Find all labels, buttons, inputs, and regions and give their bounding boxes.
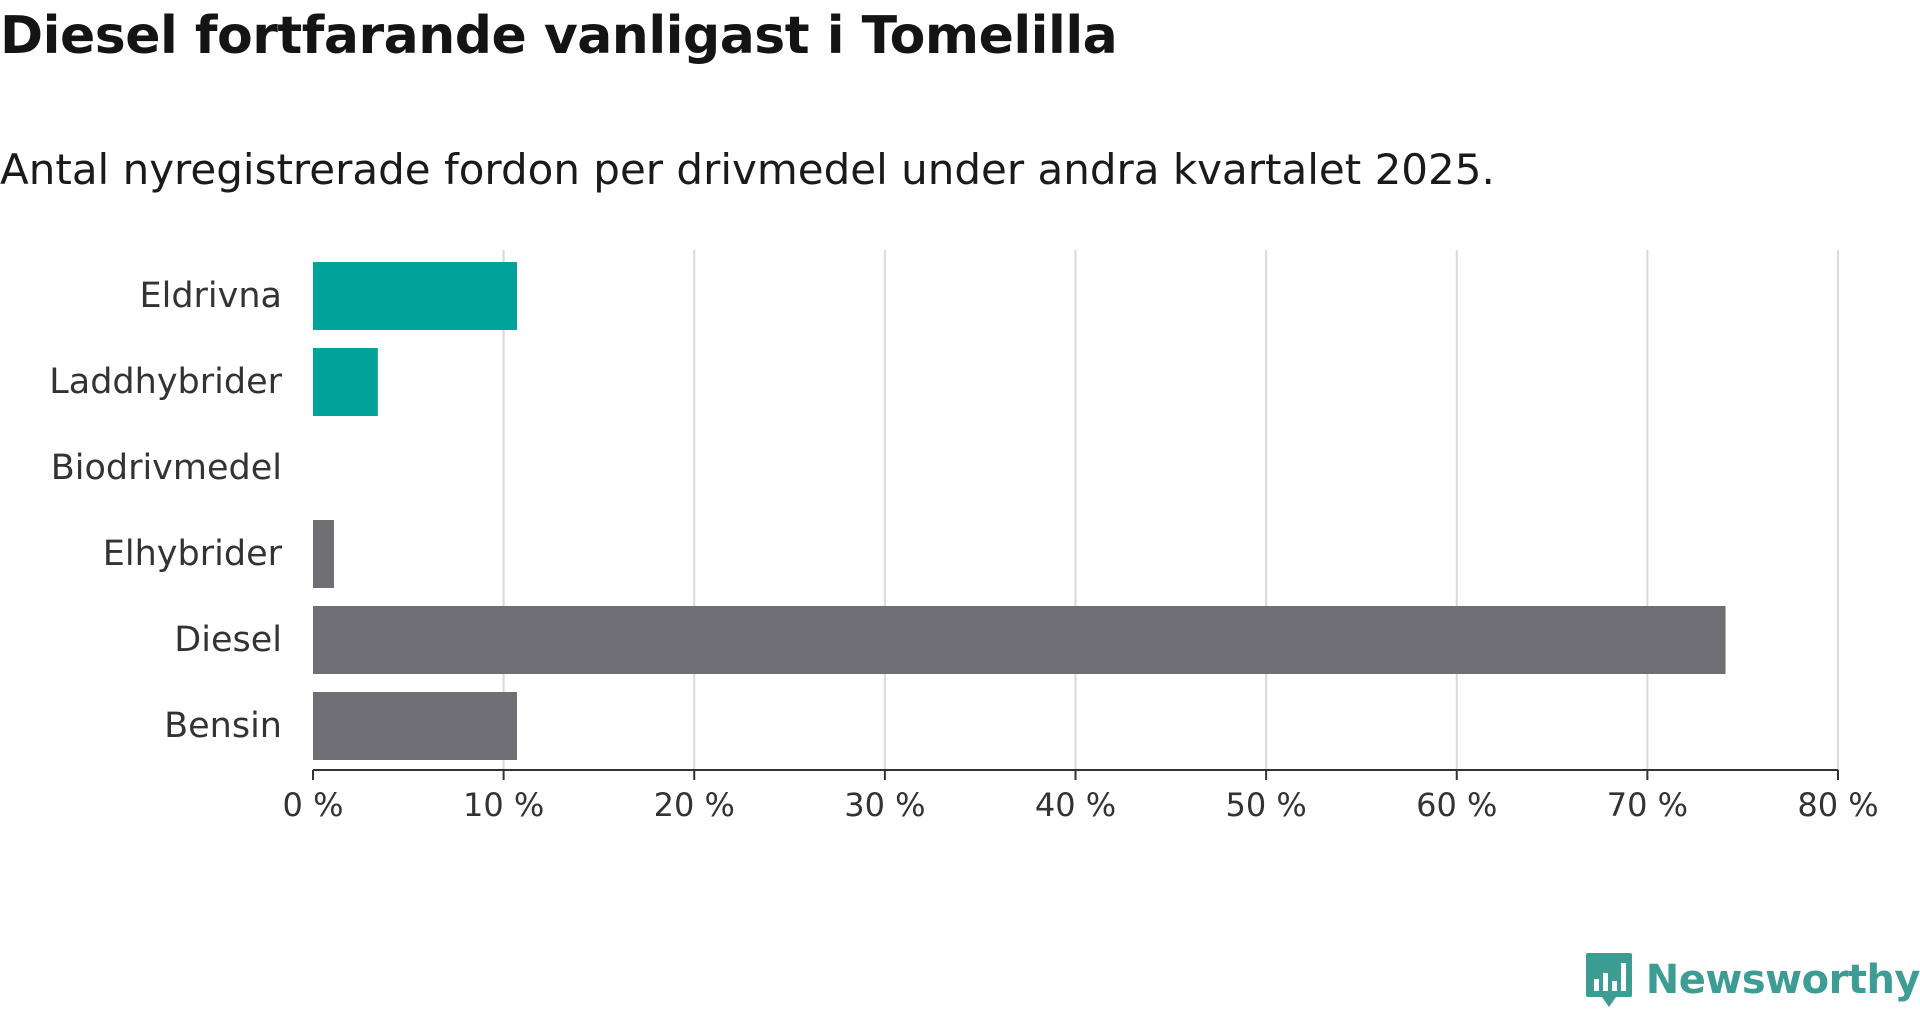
x-tick-label: 30 %: [844, 786, 925, 824]
bar: [313, 692, 517, 760]
x-tick-label: 0 %: [283, 786, 344, 824]
chart-subtitle: Antal nyregistrerade fordon per drivmede…: [0, 145, 1495, 194]
brand-footer: Newsworthy: [1584, 950, 1920, 1010]
brand-name: Newsworthy: [1645, 957, 1920, 1003]
category-label: Elhybrider: [103, 534, 283, 574]
bar: [313, 262, 517, 330]
x-tick-label: 20 %: [654, 786, 735, 824]
bar: [313, 348, 378, 416]
bar-chart: Eldrivna Laddhybrider Biodrivmedel Elhybrid…: [49, 250, 1879, 824]
bar: [313, 606, 1726, 674]
category-labels: Eldrivna Laddhybrider Biodrivmedel Elhybrid…: [49, 276, 282, 746]
category-label: Diesel: [174, 620, 282, 660]
category-label: Biodrivmedel: [51, 448, 282, 488]
x-tick-label: 80 %: [1797, 786, 1878, 824]
x-axis: 0 % 10 % 20 % 30 % 40 % 50 % 60 % 70 % 80 %: [283, 769, 1879, 824]
category-label: Bensin: [164, 706, 282, 746]
x-tick-label: 10 %: [463, 786, 544, 824]
x-tick-label: 50 %: [1225, 786, 1306, 824]
newsworthy-logo-icon: [1585, 953, 1632, 1007]
x-tick-label: 60 %: [1416, 786, 1497, 824]
x-tick-label: 70 %: [1607, 786, 1688, 824]
x-tick-label: 40 %: [1035, 786, 1116, 824]
bars: [313, 262, 1726, 760]
bar: [313, 520, 334, 588]
category-label: Eldrivna: [139, 276, 282, 316]
grid-lines: [502, 250, 1839, 770]
category-label: Laddhybrider: [49, 362, 282, 402]
chart-title: Diesel fortfarande vanligast i Tomelilla: [0, 6, 1118, 66]
